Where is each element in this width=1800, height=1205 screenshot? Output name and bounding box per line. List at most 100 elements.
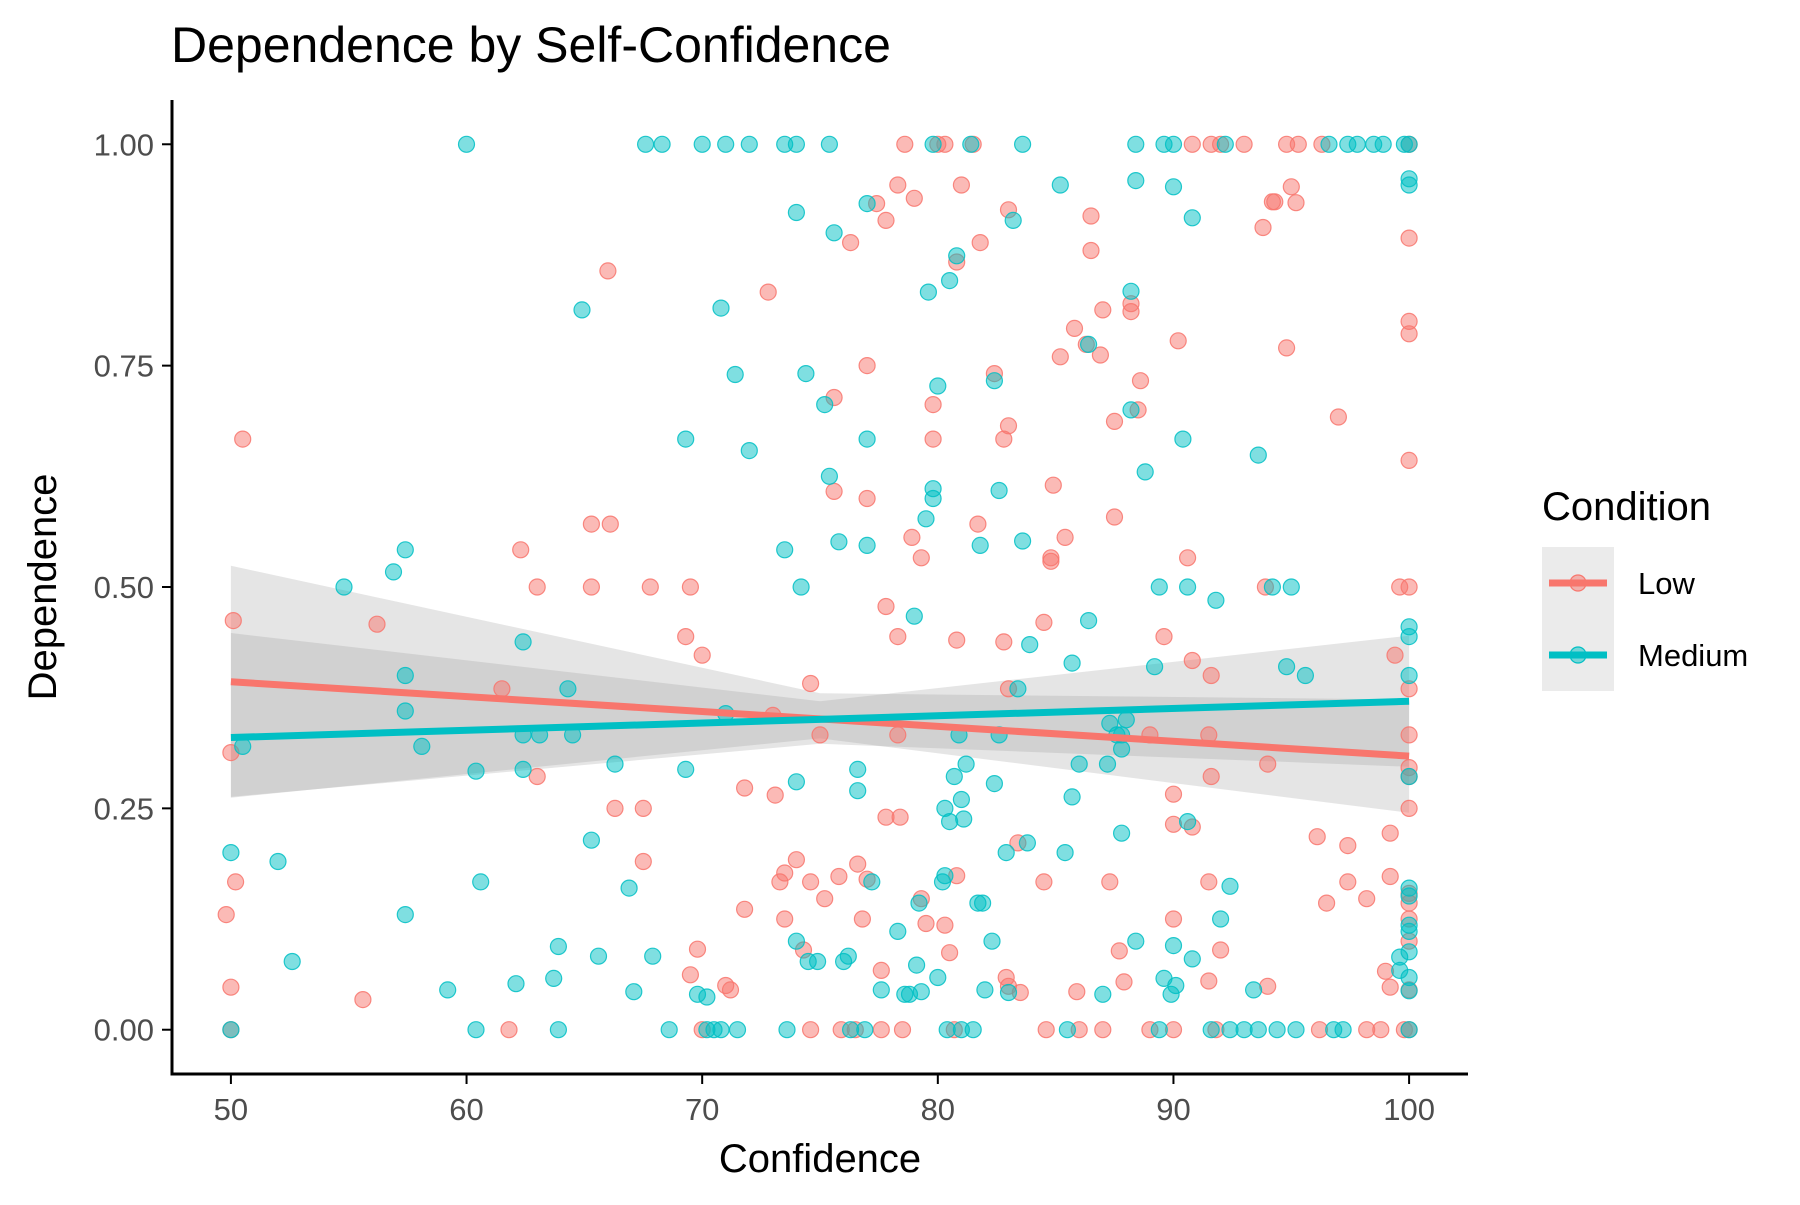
point-medium [283, 952, 301, 971]
point-low [641, 578, 659, 596]
point-low [1094, 1021, 1112, 1039]
point-low [776, 864, 794, 882]
point-medium [910, 894, 928, 912]
point-medium [1400, 943, 1418, 961]
legend-label-medium: Medium [1638, 638, 1748, 673]
point-medium [644, 947, 662, 965]
point-low [841, 234, 860, 252]
point-low [1254, 218, 1272, 237]
point-medium [905, 607, 923, 625]
point-medium [1374, 135, 1392, 153]
point-medium [1178, 578, 1197, 596]
point-low [1400, 578, 1418, 596]
y-tick-label: 0.00 [94, 1013, 154, 1048]
y-tick-label: 0.75 [94, 349, 154, 384]
point-low [735, 779, 754, 797]
point-low [634, 852, 652, 871]
point-low [227, 873, 245, 891]
x-axis-ticks: 50 60 70 80 90 100 [214, 1074, 1435, 1127]
point-low [905, 189, 923, 207]
point-low [1400, 799, 1418, 818]
point-medium [1249, 446, 1267, 464]
point-low [1339, 873, 1357, 891]
point-low [877, 597, 895, 616]
point-low [1155, 627, 1173, 646]
point-low [1082, 207, 1100, 225]
point-low [995, 633, 1013, 651]
point-low [1235, 135, 1253, 153]
point-medium [1207, 591, 1225, 609]
confidence-band-medium [230, 633, 1410, 797]
point-low [1091, 346, 1110, 364]
point-medium [1063, 654, 1081, 672]
point-low [1068, 983, 1086, 1001]
point-low [1400, 451, 1418, 469]
point-medium [1112, 824, 1131, 842]
point-low [1105, 508, 1124, 526]
point-medium [1287, 1021, 1305, 1039]
y-tick-label: 1.00 [94, 127, 154, 162]
legend-keys: Low Medium [1542, 547, 1748, 691]
point-low [1094, 301, 1112, 319]
point-low [912, 549, 930, 567]
point-medium [1244, 981, 1263, 999]
point-medium [955, 810, 973, 828]
point-medium [1221, 877, 1239, 895]
point-low [1200, 873, 1218, 891]
point-medium [858, 536, 876, 555]
legend-key-point-low [1569, 574, 1587, 592]
point-low [952, 176, 971, 194]
point-low [858, 489, 876, 508]
point-low [1183, 651, 1201, 670]
point-low [889, 627, 907, 646]
point-medium [1117, 711, 1135, 729]
point-medium [1167, 976, 1185, 995]
point-medium [948, 247, 966, 265]
point-medium [983, 932, 1001, 950]
point-medium [1183, 950, 1201, 968]
point-low [224, 611, 242, 630]
point-low [1042, 552, 1060, 570]
point-low [1376, 962, 1395, 980]
point-medium [936, 867, 954, 885]
point-medium [1178, 812, 1197, 831]
x-axis-label: Confidence [719, 1137, 921, 1181]
point-low [917, 914, 935, 933]
point-medium [573, 301, 591, 319]
point-medium [1400, 767, 1418, 786]
point-low [1289, 135, 1307, 153]
point-medium [940, 272, 959, 290]
point-medium [952, 790, 971, 809]
point-medium [1249, 1021, 1267, 1039]
point-medium [1277, 658, 1296, 676]
point-low [1164, 785, 1183, 803]
point-low [1183, 135, 1201, 153]
x-tick-label: 100 [1383, 1092, 1435, 1127]
y-axis-ticks: 0.00 0.25 0.50 0.75 1.00 [94, 127, 172, 1048]
point-low [368, 615, 386, 633]
point-low [1317, 894, 1336, 912]
point-medium [999, 983, 1018, 1002]
point-low [582, 515, 601, 533]
point-medium [907, 956, 926, 974]
point-medium [1400, 176, 1418, 194]
point-medium [1079, 335, 1098, 353]
point-medium [1348, 135, 1366, 153]
point-medium [439, 981, 457, 999]
point-medium [677, 430, 695, 448]
point-medium [1282, 578, 1300, 596]
point-medium [858, 195, 876, 213]
point-low [721, 981, 740, 999]
point-medium [1127, 172, 1145, 190]
point-low [1400, 325, 1418, 343]
point-medium [962, 135, 980, 153]
point-low [1202, 767, 1220, 786]
point-low [889, 176, 907, 194]
point-medium [1145, 658, 1164, 676]
point-medium [396, 541, 414, 559]
x-tick-label: 50 [214, 1092, 248, 1127]
y-axis-label: Dependence [21, 474, 65, 701]
regression-lines [230, 678, 1410, 760]
point-low [528, 578, 546, 596]
